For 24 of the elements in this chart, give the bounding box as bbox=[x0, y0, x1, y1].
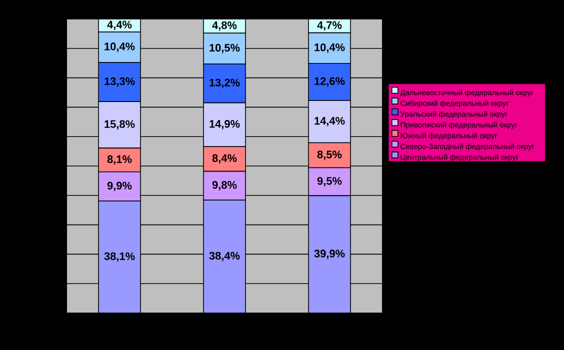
data-label: 13,3% bbox=[104, 77, 135, 87]
data-label: 9,9% bbox=[107, 182, 132, 192]
data-label: 14,9% bbox=[210, 120, 240, 130]
data-label: 9,5% bbox=[317, 177, 342, 186]
bar bbox=[308, 195, 351, 313]
bar bbox=[203, 200, 246, 313]
data-label: 10,4% bbox=[314, 43, 345, 53]
data-label: 39,9% bbox=[314, 250, 345, 260]
data-label: 4,8% bbox=[212, 21, 237, 31]
data-label: 4,7% bbox=[317, 21, 342, 31]
data-label: 15,8% bbox=[104, 120, 135, 130]
data-label: 13,2% bbox=[210, 78, 240, 88]
bar bbox=[98, 200, 141, 313]
data-label: 12,6% bbox=[314, 77, 345, 87]
data-label: 8,5% bbox=[317, 150, 342, 160]
data-label: 38,1% bbox=[104, 252, 135, 262]
data-label: 10,4% bbox=[104, 42, 135, 52]
data-label: 4,4% bbox=[107, 20, 132, 30]
data-label: 10,5% bbox=[210, 44, 240, 54]
data-label: 9,8% bbox=[212, 181, 237, 190]
data-label: 38,4% bbox=[209, 252, 240, 262]
data-label: 8,1% bbox=[107, 155, 132, 165]
data-label: 14,4% bbox=[314, 116, 345, 126]
data-label: 8,4% bbox=[212, 154, 237, 164]
